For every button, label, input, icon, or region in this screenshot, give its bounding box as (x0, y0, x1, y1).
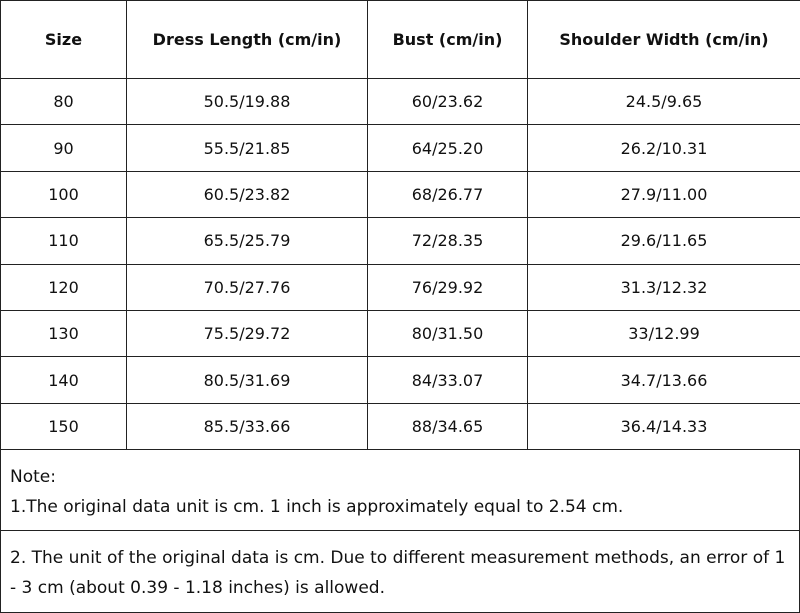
table-cell: 150 (1, 403, 127, 449)
table-cell: 90 (1, 125, 127, 171)
table-cell: 140 (1, 357, 127, 403)
table-cell: 60/23.62 (368, 79, 528, 125)
note-block: Note: 1.The original data unit is cm. 1 … (0, 450, 800, 531)
note-title: Note: (10, 462, 795, 492)
table-cell: 68/26.77 (368, 171, 528, 217)
table-cell: 65.5/25.79 (127, 218, 368, 264)
table-cell: 33/12.99 (528, 310, 800, 356)
table-cell: 88/34.65 (368, 403, 528, 449)
table-cell: 72/28.35 (368, 218, 528, 264)
header-cell: Bust (cm/in) (368, 1, 528, 79)
header-cell: Size (1, 1, 127, 79)
table-cell: 36.4/14.33 (528, 403, 800, 449)
table-cell: 50.5/19.88 (127, 79, 368, 125)
table-cell: 80 (1, 79, 127, 125)
table-cell: 60.5/23.82 (127, 171, 368, 217)
table-cell: 84/33.07 (368, 357, 528, 403)
table-cell: 26.2/10.31 (528, 125, 800, 171)
table-cell: 75.5/29.72 (127, 310, 368, 356)
table-cell: 29.6/11.65 (528, 218, 800, 264)
note-item: 2. The unit of the original data is cm. … (10, 543, 795, 603)
table-cell: 100 (1, 171, 127, 217)
table-cell: 76/29.92 (368, 264, 528, 310)
table-cell: 31.3/12.32 (528, 264, 800, 310)
table-cell: 27.9/11.00 (528, 171, 800, 217)
table-cell: 64/25.20 (368, 125, 528, 171)
header-cell: Shoulder Width (cm/in) (528, 1, 800, 79)
table-cell: 24.5/9.65 (528, 79, 800, 125)
header-cell: Dress Length (cm/in) (127, 1, 368, 79)
table-cell: 70.5/27.76 (127, 264, 368, 310)
table-cell: 80/31.50 (368, 310, 528, 356)
table-cell: 130 (1, 310, 127, 356)
table-cell: 110 (1, 218, 127, 264)
table-cell: 34.7/13.66 (528, 357, 800, 403)
table-cell: 85.5/33.66 (127, 403, 368, 449)
table-cell: 55.5/21.85 (127, 125, 368, 171)
note-block: 2. The unit of the original data is cm. … (0, 531, 800, 613)
table-cell: 80.5/31.69 (127, 357, 368, 403)
table-cell: 120 (1, 264, 127, 310)
note-item: 1.The original data unit is cm. 1 inch i… (10, 492, 795, 522)
